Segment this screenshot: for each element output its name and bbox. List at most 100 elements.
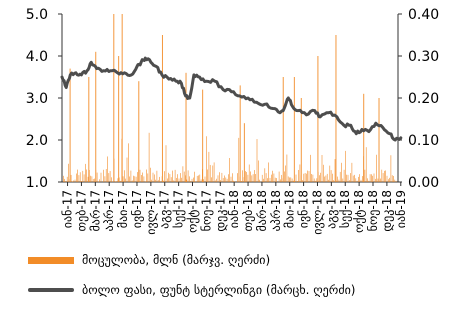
volume-bar — [81, 180, 82, 182]
volume-bar — [376, 154, 377, 182]
volume-bar — [89, 169, 90, 182]
right-tick-label: 0.40 — [408, 7, 439, 23]
volume-bar — [367, 178, 368, 182]
volume-bar — [200, 179, 202, 182]
volume-bar — [86, 169, 87, 182]
price-line — [60, 56, 403, 142]
volume-bar — [105, 168, 107, 182]
volume-bar — [194, 171, 195, 182]
volume-bar — [159, 176, 160, 182]
volume-bar — [174, 169, 176, 182]
volume-bar — [186, 179, 188, 182]
volume-bar — [267, 178, 268, 182]
volume-bar — [317, 56, 319, 182]
volume-bar — [242, 170, 243, 182]
volume-bar — [385, 170, 386, 182]
volume-bar — [380, 178, 381, 182]
left-tick-label: 1.0 — [26, 175, 48, 191]
volume-bar — [325, 175, 327, 182]
volume-bar — [190, 180, 191, 182]
volume-bar — [284, 171, 285, 182]
volume-bar — [363, 93, 365, 182]
right-tick-label: 0.10 — [408, 133, 439, 149]
volume-bar — [359, 174, 360, 182]
x-tick-label: დეკ-18 — [380, 190, 394, 232]
volume-bar — [351, 162, 353, 182]
volume-bar — [107, 156, 108, 182]
volume-bar — [152, 172, 154, 182]
volume-bar — [329, 165, 331, 182]
x-tick-label: აპრ-17 — [102, 190, 116, 231]
volume-bar — [176, 177, 177, 182]
volume-bar — [134, 176, 136, 182]
volume-bar — [144, 181, 146, 182]
volume-bar — [276, 178, 277, 182]
volume-bar — [216, 178, 217, 182]
volume-bar — [189, 176, 190, 182]
volume-bar — [281, 174, 282, 182]
volume-bar — [239, 85, 241, 182]
volume-bar — [310, 154, 311, 182]
volume-bar — [96, 172, 98, 182]
volume-bar — [68, 163, 69, 182]
volume-bar — [393, 175, 394, 182]
volume-bar — [191, 178, 193, 182]
volume-bar — [113, 14, 115, 182]
volume-bar — [117, 178, 119, 182]
x-tick-label: ივლ-18 — [310, 190, 324, 235]
volume-bar — [307, 170, 308, 182]
x-tick-label: იან-19 — [394, 190, 408, 228]
volume-bar — [163, 180, 164, 182]
volume-bar — [100, 172, 102, 182]
volume-bar — [328, 179, 329, 182]
volume-bar — [226, 178, 228, 182]
volume-bar — [386, 175, 388, 182]
volume-bar — [87, 176, 89, 182]
volume-bar — [146, 169, 147, 182]
volume-bar — [198, 175, 199, 182]
volume-bar — [220, 180, 221, 182]
volume-bar — [389, 177, 390, 182]
volume-bar — [323, 164, 324, 182]
volume-bar — [303, 173, 305, 182]
volume-bar — [315, 180, 316, 182]
volume-bar — [116, 181, 117, 182]
x-tick-label: სექ-17 — [172, 190, 186, 228]
x-tick-label: თებ-17 — [74, 190, 88, 232]
volume-bar — [183, 171, 185, 182]
volume-bar — [333, 180, 334, 182]
volume-bar — [160, 181, 162, 182]
volume-bar — [237, 173, 238, 182]
x-tick-label: იან-17 — [61, 190, 75, 228]
volume-bar — [219, 172, 220, 182]
volume-bar — [368, 180, 370, 182]
x-tick-label: ოქტ-18 — [352, 190, 366, 233]
volume-bar — [234, 181, 236, 182]
volume-bar — [109, 171, 111, 182]
volume-bar — [121, 14, 123, 182]
volume-bar — [88, 77, 90, 182]
volume-bar — [66, 176, 68, 182]
volume-bar — [337, 176, 338, 182]
volume-bar — [230, 176, 232, 182]
volume-bar — [341, 162, 342, 182]
volume-bar — [246, 172, 247, 182]
volume-bar — [151, 179, 152, 182]
volume-bar — [157, 179, 159, 182]
volume-bar — [313, 178, 315, 182]
volume-bar — [177, 174, 178, 182]
volume-bar — [250, 171, 251, 182]
volume-bar — [330, 170, 332, 182]
volume-bar — [65, 181, 67, 182]
volume-bar — [263, 178, 264, 182]
legend-item-volume: მოცულობა, მლნ (მარჯვ. ღერძი) — [28, 253, 270, 267]
volume-bar — [326, 173, 328, 182]
right-tick-label: 0.20 — [408, 91, 439, 107]
volume-bar — [133, 175, 134, 182]
volume-bar — [377, 178, 379, 182]
x-tick-label: აპრ-18 — [269, 190, 283, 231]
volume-bar — [204, 176, 206, 182]
volume-bar — [355, 178, 357, 182]
volume-bar — [382, 173, 384, 182]
volume-bar — [311, 173, 312, 182]
